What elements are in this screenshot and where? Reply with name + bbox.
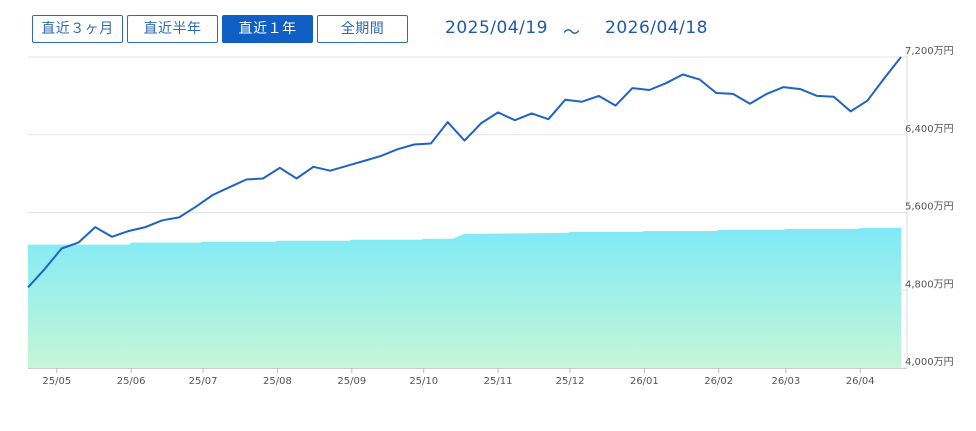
line-series — [27, 56, 902, 288]
x-tick-label: 25/10 — [409, 376, 438, 387]
x-tick-label: 25/05 — [42, 376, 71, 387]
x-tick-label: 25/08 — [263, 376, 292, 387]
x-tick-label: 25/09 — [337, 376, 366, 387]
x-tick-label: 25/12 — [556, 376, 585, 387]
range-3-months-button[interactable]: 直近３ヶ月 — [32, 15, 123, 43]
y-tick-label: 4,000万円 — [905, 357, 954, 368]
x-tick-label: 25/06 — [117, 376, 146, 387]
area-series — [28, 228, 901, 368]
x-tick-label: 25/07 — [189, 376, 218, 387]
end-date: 2026/04/18 — [605, 18, 708, 38]
range-6-months-button[interactable]: 直近半年 — [127, 15, 218, 43]
y-tick-label: 6,400万円 — [905, 124, 954, 135]
x-tick-label: 25/11 — [484, 376, 513, 387]
range-all-button[interactable]: 全期間 — [317, 15, 408, 43]
x-tick-label: 26/02 — [704, 376, 733, 387]
date-range-separator: ～ — [563, 23, 581, 43]
toolbar: 直近３ヶ月 直近半年 直近１年 全期間 2025/04/19 ～ 2026/04… — [0, 0, 976, 60]
x-tick-label: 26/03 — [771, 376, 800, 387]
x-tick-label: 26/04 — [846, 376, 875, 387]
y-tick-label: 4,800万円 — [905, 279, 954, 290]
x-tick-label: 26/01 — [630, 376, 659, 387]
y-tick-label: 7,200万円 — [905, 46, 954, 57]
range-1-year-button[interactable]: 直近１年 — [222, 15, 313, 43]
start-date: 2025/04/19 — [445, 18, 548, 38]
y-tick-label: 5,600万円 — [905, 202, 954, 213]
